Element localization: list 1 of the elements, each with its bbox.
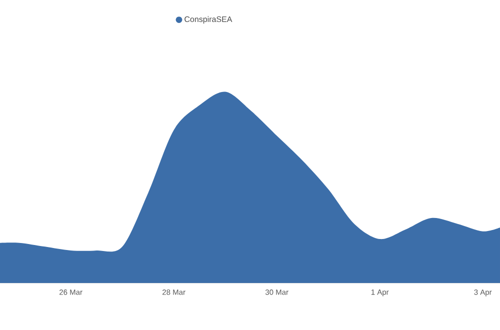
legend-label: ConspiraSEA bbox=[184, 16, 232, 24]
